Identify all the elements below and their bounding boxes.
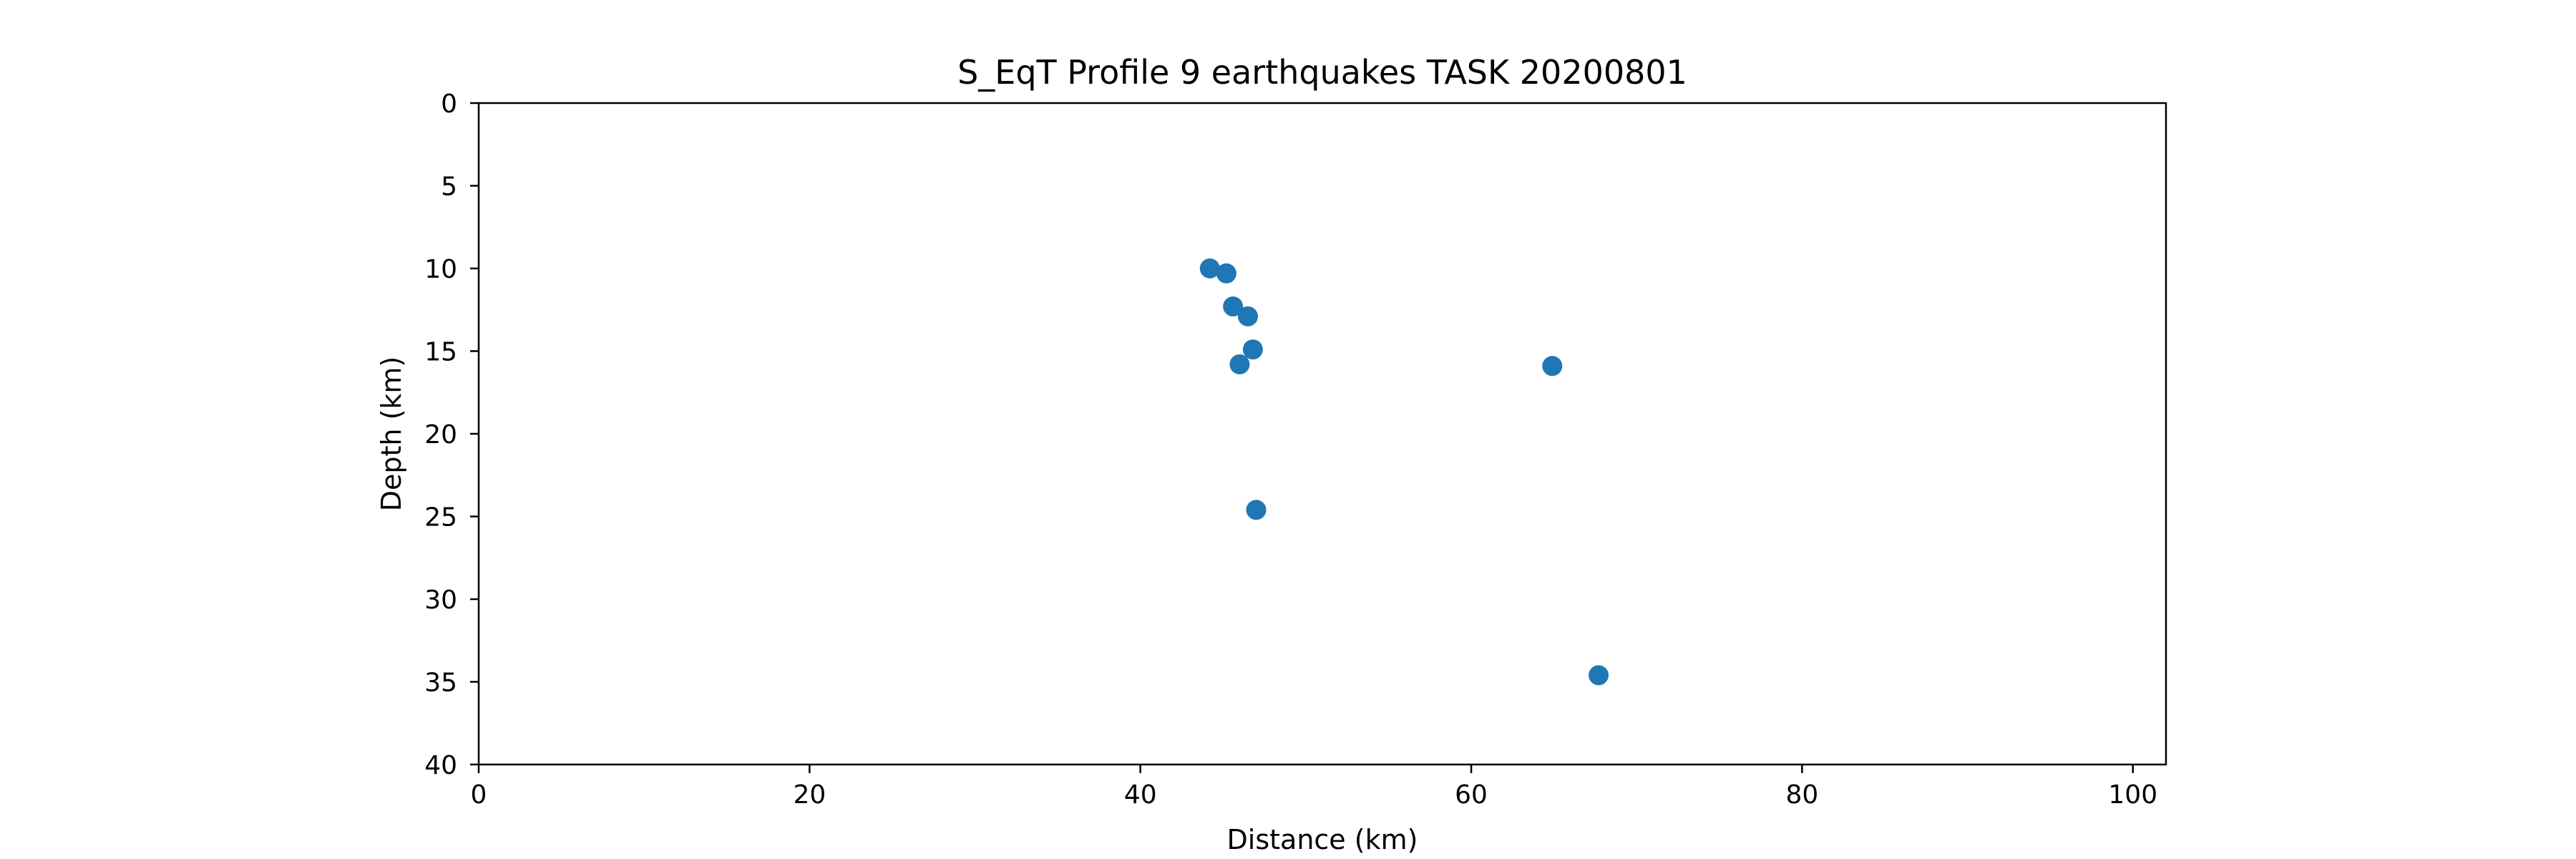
y-tick-label: 25 xyxy=(424,503,457,533)
earthquake-point xyxy=(1216,263,1236,283)
chart-title: S_EqT Profile 9 earthquakes TASK 2020080… xyxy=(957,53,1687,92)
earthquake-point xyxy=(1242,339,1263,360)
earthquake-point xyxy=(1589,665,1609,686)
y-axis-ticks: 0 5 10 15 20 25 30 35 40 xyxy=(424,89,479,780)
x-axis-label: Distance (km) xyxy=(1227,824,1418,855)
x-axis-ticks: 0 20 40 60 80 100 xyxy=(471,765,2157,810)
earthquake-point xyxy=(1229,354,1250,374)
x-tick-label: 80 xyxy=(1786,780,1819,810)
y-axis-label: Depth (km) xyxy=(376,356,407,512)
x-tick-label: 60 xyxy=(1455,780,1488,810)
x-tick-label: 40 xyxy=(1124,780,1157,810)
y-tick-label: 35 xyxy=(424,669,457,698)
earthquake-point xyxy=(1542,356,1563,377)
x-tick-label: 100 xyxy=(2108,780,2157,810)
y-tick-label: 5 xyxy=(441,173,457,202)
x-tick-label: 0 xyxy=(471,780,487,810)
y-tick-label: 20 xyxy=(424,420,457,450)
earthquake-point xyxy=(1237,306,1258,326)
earthquake-point xyxy=(1199,258,1220,278)
earthquake-point xyxy=(1246,500,1267,520)
y-tick-label: 0 xyxy=(441,89,457,119)
earthquake-point xyxy=(1223,296,1244,317)
y-tick-label: 15 xyxy=(424,338,457,367)
x-tick-label: 20 xyxy=(793,780,826,810)
y-tick-label: 10 xyxy=(424,255,457,284)
data-points xyxy=(1199,258,1609,686)
y-tick-label: 40 xyxy=(424,751,457,780)
y-tick-label: 30 xyxy=(424,586,457,615)
